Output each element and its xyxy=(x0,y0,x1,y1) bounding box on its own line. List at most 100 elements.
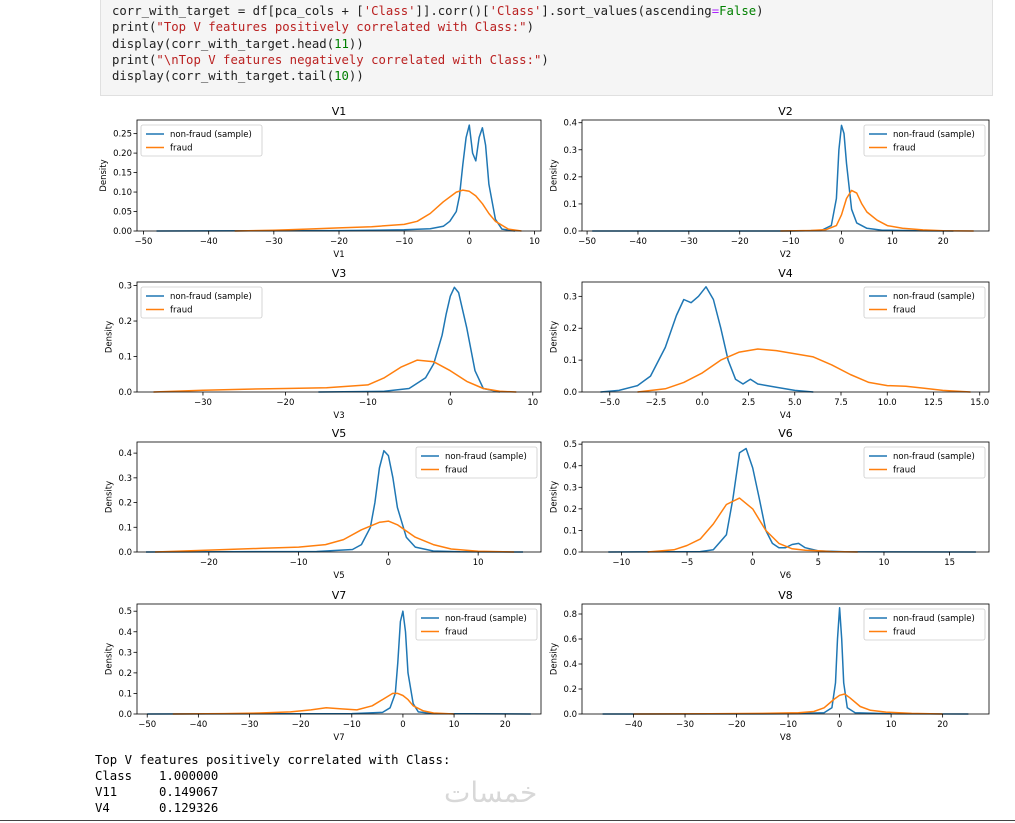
y-axis-label: Density xyxy=(104,481,114,513)
code-token: )) xyxy=(348,69,364,84)
plot-frame xyxy=(581,281,990,393)
series-line-fraud xyxy=(154,520,515,553)
x-tick-label: −20 xyxy=(330,237,348,247)
chart-v7: V7 −50 −40 −30 −20 −10 0 10 20 0.0 0.1 0.2 0.3 0.4 0.5… xyxy=(104,589,542,743)
y-tick-label: 0.2 xyxy=(118,669,132,679)
legend-item-nonfraud-label: non-fraud (sample) xyxy=(893,292,975,302)
x-tick-label: 0 xyxy=(448,398,453,408)
code-token: 'Class' xyxy=(489,4,542,18)
y-tick-label: 0.4 xyxy=(118,628,132,638)
x-tick-label: 0.0 xyxy=(695,398,709,408)
legend: non-fraud (sample) fraud xyxy=(140,124,263,157)
chart-title: V1 xyxy=(332,105,347,118)
code-line: corr_with_target = df[pca_cols + ['Class… xyxy=(112,3,764,19)
plot-frame xyxy=(136,603,542,715)
kde-plot-grid: V1−50 −40 −30 −20 −10 0 100.000.050.100.150.20… xyxy=(99,105,990,743)
y-axis-label: Density xyxy=(549,321,559,353)
legend-box xyxy=(415,608,538,641)
y-axis-label: Density xyxy=(104,321,114,353)
y-tick-label: 0.10 xyxy=(113,188,132,198)
y-tick-label: 0.4 xyxy=(563,660,577,670)
x-tick-label: 5.0 xyxy=(788,398,802,408)
x-axis-label: V2 xyxy=(780,250,791,260)
y-tick-label: 0.00 xyxy=(113,227,132,237)
x-tick-label: −30 xyxy=(265,237,283,247)
chart-v3: V3 −30 −20 −10 0 10 0.0 0.1 0.2 0.3 V3 Density non-f… xyxy=(104,267,542,421)
legend-item-fraud-label: fraud xyxy=(170,306,192,316)
x-tick-label: 0 xyxy=(837,720,842,730)
x-tick-label: 0 xyxy=(386,558,391,568)
series-line-nonfraud xyxy=(600,286,814,393)
y-tick-label: 0.3 xyxy=(118,648,132,658)
series-line-fraud xyxy=(234,189,522,232)
output-row-label: Class xyxy=(95,769,133,783)
chart-title: V4 xyxy=(778,267,793,280)
legend: non-fraud (sample) fraud xyxy=(863,124,986,157)
y-tick-label: 0.1 xyxy=(563,356,577,366)
y-tick-label: 0.8 xyxy=(563,610,577,620)
x-tick-label: −2.5 xyxy=(646,398,667,408)
y-tick-label: 0.0 xyxy=(118,710,132,720)
legend: non-fraud (sample) fraud xyxy=(415,608,538,641)
output-row: V11 0.149067 xyxy=(95,784,218,800)
code-token: display(corr_with_target.head( xyxy=(112,36,335,51)
x-tick-label: −30 xyxy=(676,720,694,730)
legend-item-nonfraud-label: non-fraud (sample) xyxy=(445,614,527,624)
code-token: 'Class' xyxy=(363,4,416,18)
x-tick-label: 12.5 xyxy=(924,398,943,408)
x-tick-label: −40 xyxy=(629,237,647,247)
series-line-nonfraud xyxy=(145,449,524,553)
plot-frame xyxy=(581,441,990,553)
x-tick-label: −10 xyxy=(395,237,413,247)
x-tick-label: −40 xyxy=(189,720,207,730)
y-tick-label: 0.2 xyxy=(118,499,132,509)
x-tick-label: −10 xyxy=(290,558,308,568)
code-token: ) xyxy=(756,4,764,18)
x-tick-label: 20 xyxy=(938,237,949,247)
y-tick-label: 0.0 xyxy=(563,710,577,720)
code-token: 10 xyxy=(334,69,349,84)
output-row: Class 1.000000 xyxy=(95,768,218,784)
legend: non-fraud (sample) fraud xyxy=(415,446,538,479)
code-token: corr_with_target = df[pca_cols + [ xyxy=(112,4,364,18)
y-axis-label: Density xyxy=(549,481,559,513)
plot-frame xyxy=(136,281,542,393)
legend: non-fraud (sample) fraud xyxy=(863,608,986,641)
x-tick-label: 2.5 xyxy=(742,398,756,408)
y-tick-label: 0.1 xyxy=(118,523,132,533)
code-token: "Top V features positively correlated wi… xyxy=(156,20,527,35)
y-axis-label: Density xyxy=(549,159,559,191)
code-token: )) xyxy=(348,36,364,51)
x-tick-label: 10 xyxy=(886,720,897,730)
x-tick-label: −20 xyxy=(292,720,310,730)
y-tick-label: 0.1 xyxy=(118,353,132,363)
x-tick-label: −5.0 xyxy=(599,398,620,408)
chart-v6: V6 −10 −5 0 5 10 15 0.0 0.1 0.2 0.3 0.4 0.5 V6 Density… xyxy=(549,427,990,581)
watermark-logo: خمسات xyxy=(444,776,538,809)
legend-box xyxy=(863,286,986,319)
y-tick-label: 0.1 xyxy=(118,689,132,699)
plot-frame xyxy=(581,603,990,715)
y-tick-label: 0.4 xyxy=(563,462,577,472)
series-line-fraud xyxy=(780,189,974,232)
legend-box xyxy=(863,608,986,641)
y-tick-label: 0.1 xyxy=(563,526,577,536)
chart-title: V7 xyxy=(332,589,347,602)
output-row-value: 0.149067 xyxy=(159,785,219,799)
x-tick-label: 5 xyxy=(816,558,821,568)
output-row-label: V4 xyxy=(95,801,110,815)
x-tick-label: 10 xyxy=(449,720,460,730)
x-tick-label: −20 xyxy=(731,237,749,247)
chart-v8: V8 −40 −30 −20 −10 0 10 20 0.0 0.2 0.4 0.6 0.8 V8 Dens… xyxy=(549,589,990,743)
code-token: "\nTop V features negatively correlated … xyxy=(156,52,542,67)
series-line-fraud xyxy=(172,692,455,715)
x-tick-label: 10 xyxy=(879,558,890,568)
series-line-fraud xyxy=(153,359,517,393)
legend-box xyxy=(863,124,986,157)
x-tick-label: 15 xyxy=(944,558,955,568)
code-cell[interactable]: corr_with_target = df[pca_cols + ['Class… xyxy=(100,0,993,96)
x-axis-label: V5 xyxy=(333,571,344,581)
x-tick-label: 10 xyxy=(887,237,898,247)
x-tick-label: −10 xyxy=(343,720,361,730)
y-tick-label: 0.6 xyxy=(563,635,577,645)
